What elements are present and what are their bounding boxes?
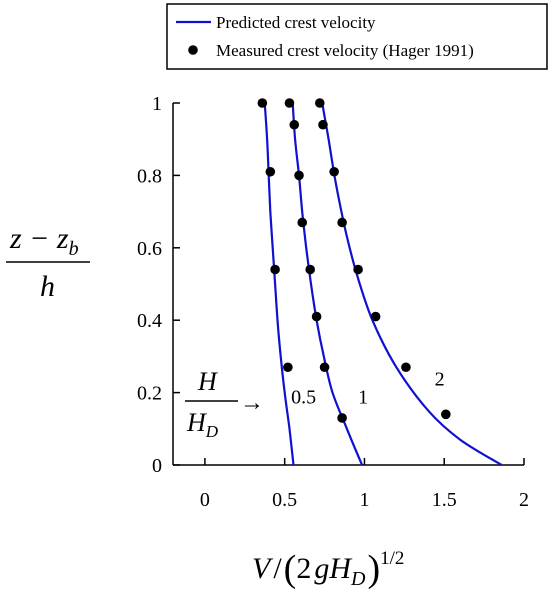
plot-frame (172, 103, 524, 466)
series-1-measured-point (337, 413, 347, 423)
series-0.5-measured-point (257, 98, 268, 108)
markers (257, 98, 451, 423)
y-tick-label: 0.4 (137, 310, 162, 332)
series-1-measured-point (305, 264, 316, 275)
y-tick-label: 0 (152, 455, 162, 477)
y-axis-label: z − zb h (6, 222, 90, 303)
legend-line-label: Predicted crest velocity (216, 13, 376, 32)
series-2-measured-point (314, 98, 325, 108)
y-axis-label-denominator: h (40, 270, 55, 303)
x-tick-label: 1 (359, 489, 369, 511)
series-1-measured-point (289, 119, 300, 130)
curve-labels: 0.5 1 2 (291, 368, 445, 408)
ratio-denominator: HD (186, 408, 219, 441)
legend: Predicted crest velocity Measured crest … (166, 3, 548, 70)
series-1-measured-point (311, 311, 322, 322)
x-tick-label: 0.5 (272, 489, 297, 511)
y-tick-label: 1 (152, 93, 162, 115)
series-1-measured-point (319, 362, 330, 373)
series-0.5-measured-point (283, 362, 293, 373)
series-2-label: 2 (435, 368, 445, 390)
series-2-measured-point (441, 409, 451, 420)
x-axis-label: V/(2 gHD)1/2 (252, 548, 404, 590)
x-tick-label: 1.5 (432, 489, 457, 511)
x-ticks: 0 0.5 1 1.5 2 (200, 458, 529, 511)
ratio-numerator: H (197, 367, 218, 396)
y-ticks: 0 0.2 0.4 0.6 0.8 1 (137, 93, 180, 477)
series-2-curve (321, 102, 503, 466)
y-axis-label-numerator: z − zb (9, 222, 79, 260)
series-2-measured-point (318, 119, 328, 130)
series-2-measured-point (370, 311, 381, 322)
y-tick-label: 0.2 (137, 383, 162, 405)
x-tick-label: 0 (200, 489, 210, 511)
series-1-label: 1 (358, 386, 368, 408)
series-1-measured-point (297, 217, 308, 228)
series-2-measured-point (401, 362, 411, 373)
y-tick-label: 0.8 (137, 165, 162, 187)
legend-marker-swatch (188, 45, 198, 55)
series-2-measured-point (337, 217, 347, 228)
y-tick-label: 0.6 (137, 238, 162, 260)
series-0.5-curve (263, 102, 295, 466)
series-0.5-label: 0.5 (291, 386, 316, 408)
series-0.5-measured-point (265, 166, 276, 177)
series-0.5-measured-point (270, 264, 280, 275)
curves (263, 102, 503, 466)
series-1-curve (291, 102, 364, 466)
legend-marker-label: Measured crest velocity (Hager 1991) (216, 41, 474, 60)
x-axis-label-text: V/(2 gHD)1/2 (252, 548, 404, 590)
ratio-arrow: → (240, 390, 264, 416)
series-2-measured-point (329, 166, 339, 177)
series-1-measured-point (294, 170, 304, 181)
x-tick-label: 2 (519, 489, 529, 511)
series-1-measured-point (284, 98, 295, 108)
ratio-annotation: H HD → (185, 367, 264, 441)
series-2-measured-point (353, 264, 363, 275)
legend-box (166, 3, 548, 70)
